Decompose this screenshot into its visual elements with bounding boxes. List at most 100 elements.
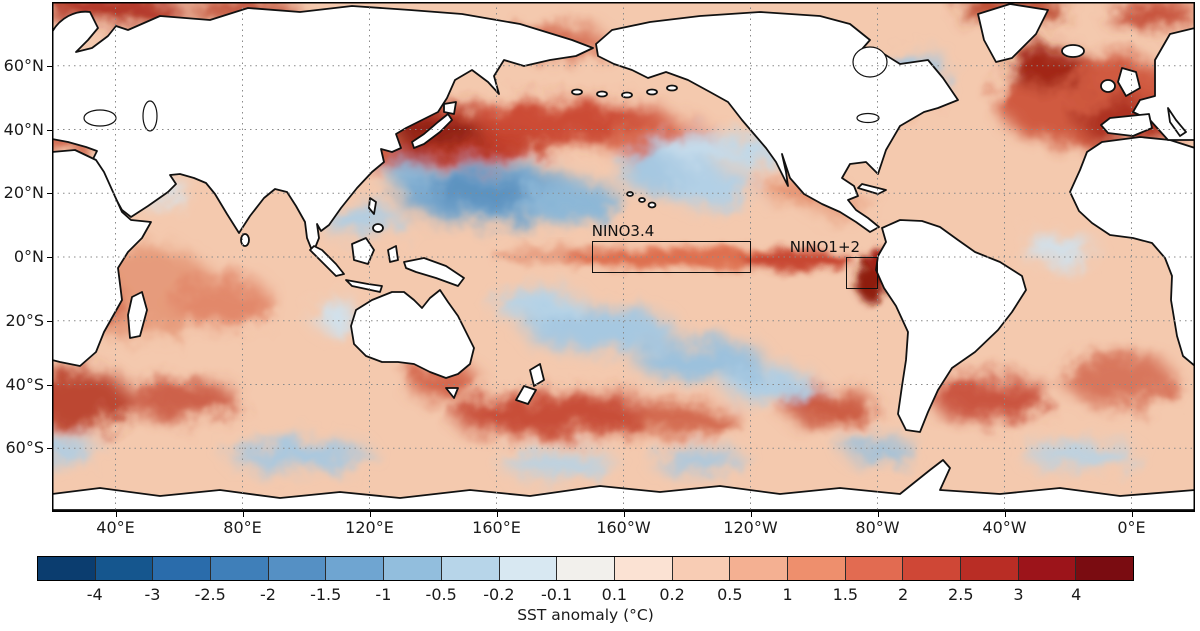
x-tick-label: 120°E <box>345 518 394 537</box>
sea-black-sea <box>83 109 117 127</box>
island-italy <box>1167 107 1187 137</box>
x-tick-mark <box>877 512 879 517</box>
colorbar-tick-label: 2 <box>897 585 909 604</box>
landmass-south-america <box>875 219 1027 433</box>
x-tick-label: 120°W <box>723 518 778 537</box>
x-tick-mark <box>496 512 498 517</box>
nino-region-label: NINO1+2 <box>789 238 861 256</box>
colorbar-segment <box>441 557 500 580</box>
x-tick-mark <box>750 512 752 517</box>
x-tick-mark <box>242 512 244 517</box>
x-tick-mark <box>115 512 117 517</box>
y-tick-mark <box>47 193 52 195</box>
island-hokkaido <box>443 101 457 115</box>
colorbar-tick-label: 2.5 <box>948 585 974 604</box>
colorbar-tick-label: -4 <box>86 585 103 604</box>
colorbar <box>37 556 1134 581</box>
colorbar-segment <box>787 557 846 580</box>
y-tick-mark <box>47 129 52 131</box>
island-honshu <box>411 113 453 149</box>
colorbar-segment <box>326 557 385 580</box>
island-sri-lanka <box>240 233 250 247</box>
colorbar-tick-label: -2 <box>259 585 276 604</box>
y-tick-label: 60°N <box>3 55 44 75</box>
island-sulawesi <box>387 245 399 263</box>
nino-region-box <box>591 241 751 273</box>
colorbar-tick-label: 1 <box>782 585 793 604</box>
aleutian-islands <box>571 84 678 99</box>
island-new-guinea <box>403 257 465 287</box>
colorbar-segment <box>961 557 1019 580</box>
colorbar-tick-label: -1 <box>375 585 392 604</box>
x-tick-label: 0°E <box>1117 518 1146 537</box>
island-madagascar <box>127 291 148 339</box>
y-tick-label: 40°N <box>3 119 44 139</box>
y-tick-mark <box>47 320 52 322</box>
landmass-africa-east <box>52 149 152 367</box>
colorbar-segment <box>903 557 961 580</box>
colorbar-tick-label: -3 <box>144 585 161 604</box>
y-tick-label: 40°S <box>5 374 44 394</box>
y-tick-label: 60°S <box>5 438 44 458</box>
x-tick-label: 80°E <box>223 518 262 537</box>
landmass-greenland <box>977 3 1049 63</box>
colorbar-tick-label: 0.2 <box>659 585 685 604</box>
x-tick-label: 80°W <box>855 518 900 537</box>
x-tick-label: 40°W <box>982 518 1027 537</box>
colorbar-segment <box>384 557 442 580</box>
colorbar-tick-label: -0.5 <box>425 585 457 604</box>
hawaiian-islands <box>626 191 657 209</box>
x-tick-label: 160°E <box>472 518 521 537</box>
island-luzon <box>368 197 377 215</box>
colorbar-label: SST anomaly (°C) <box>517 606 654 624</box>
nino-region-label: NINO3.4 <box>591 222 655 241</box>
colorbar-segment <box>153 557 212 580</box>
colorbar-tick-label: 1.5 <box>832 585 859 604</box>
y-tick-label: 20°N <box>3 183 44 203</box>
colorbar-segment <box>845 557 904 580</box>
landmass-antarctica <box>52 459 1195 511</box>
nino-region-box <box>845 257 878 289</box>
colorbar-tick-label: -2.5 <box>194 585 226 604</box>
island-cuba <box>857 183 887 195</box>
island-sumatra <box>309 245 345 277</box>
colorbar-tick-label: 0.1 <box>601 585 628 604</box>
graticule <box>52 2 1195 512</box>
island-iceland <box>1061 44 1085 58</box>
y-tick-label: 0°N <box>13 247 44 266</box>
island-ireland <box>1100 79 1116 93</box>
island-tasmania <box>445 387 459 399</box>
colorbar-segment <box>557 557 615 580</box>
colorbar-tick-label: -1.5 <box>310 585 342 604</box>
colorbar-segment <box>614 557 673 580</box>
y-tick-mark <box>47 448 52 450</box>
colorbar-tick-label: -0.2 <box>483 585 515 604</box>
sea-hudson-bay <box>852 46 888 78</box>
colorbar-tick-label: 0.5 <box>717 585 743 604</box>
landmass-australia <box>350 289 475 379</box>
colorbar-segment <box>1076 557 1134 580</box>
x-tick-mark <box>1131 512 1133 517</box>
colorbar-segment <box>1018 557 1077 580</box>
x-tick-mark <box>369 512 371 517</box>
colorbar-tick-label: 4 <box>1071 585 1082 604</box>
x-tick-mark <box>623 512 625 517</box>
island-new-zealand-south <box>515 385 537 405</box>
y-tick-mark <box>47 384 52 386</box>
colorbar-tick-label: 3 <box>1013 585 1024 604</box>
colorbar-segment <box>268 557 327 580</box>
colorbar-segment <box>95 557 154 580</box>
island-mindanao <box>372 223 384 233</box>
colorbar-tick-label: -0.1 <box>541 585 573 604</box>
equatorial-warm-band <box>492 246 889 304</box>
colorbar-segment <box>730 557 788 580</box>
continents <box>52 3 1195 511</box>
island-britain <box>1117 67 1141 97</box>
x-tick-label: 40°E <box>96 518 135 537</box>
island-java <box>345 279 383 293</box>
colorbar-segment <box>499 557 558 580</box>
lake-caspian-sea <box>142 100 158 132</box>
lake-great-lakes <box>856 112 880 124</box>
x-tick-label: 160°W <box>596 518 651 537</box>
